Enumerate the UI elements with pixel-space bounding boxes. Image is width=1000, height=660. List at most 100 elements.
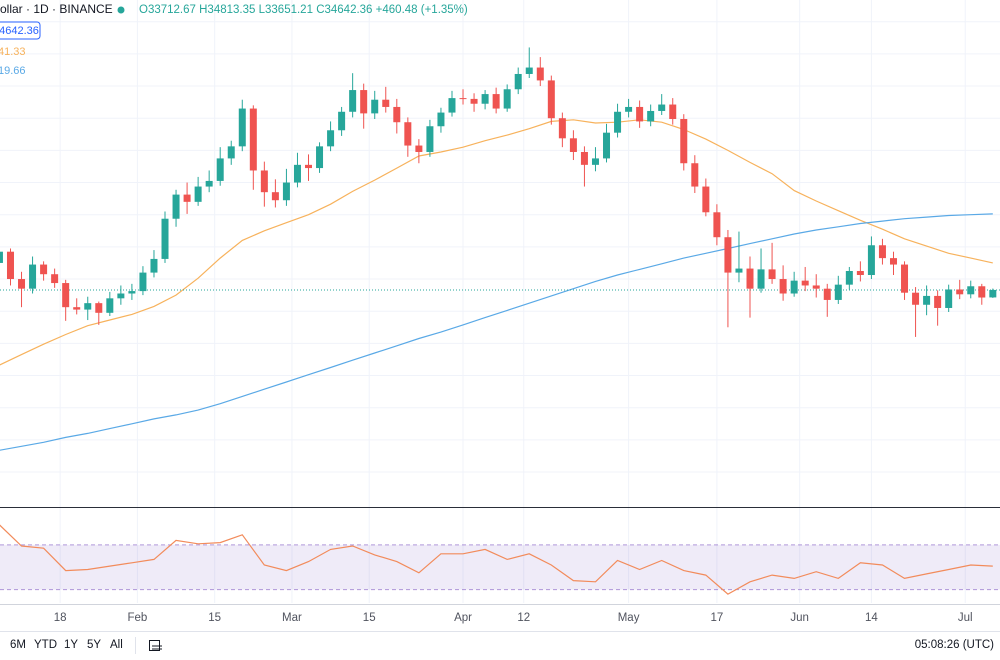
- candle-body: [0, 251, 3, 263]
- candle-body: [271, 192, 279, 201]
- candle-body: [194, 186, 202, 202]
- x-tick-label: Mar: [282, 612, 302, 624]
- candle-body: [371, 99, 379, 114]
- moving-average: [0, 213, 993, 451]
- range-button[interactable]: All: [110, 639, 123, 651]
- candle-body: [845, 270, 853, 285]
- candle-body: [150, 258, 158, 273]
- candle-body: [205, 180, 213, 187]
- ohlc-high: H34813.35: [199, 4, 255, 16]
- ohlc-low: L33651.21: [259, 4, 313, 16]
- price-tag: [0, 21, 41, 40]
- candle-body: [95, 303, 103, 313]
- candle-body: [680, 119, 688, 164]
- symbol-title: ollar · 1D · BINANCE: [0, 2, 113, 16]
- x-tick-label: Jul: [958, 612, 973, 624]
- candle-body: [282, 182, 290, 201]
- candle-body: [492, 94, 500, 109]
- ohlc-change: +460.48 (+1.35%): [376, 4, 468, 16]
- candle-body: [426, 126, 434, 152]
- range-button[interactable]: 5Y: [87, 639, 101, 651]
- candle-body: [746, 268, 754, 289]
- candle-body: [614, 111, 622, 133]
- candle-body: [658, 104, 666, 111]
- candle-body: [382, 99, 390, 107]
- range-button[interactable]: YTD: [34, 639, 57, 651]
- price-tag-label: 34642.36: [0, 25, 39, 37]
- range-button[interactable]: 1Y: [64, 639, 78, 651]
- candle-body: [448, 98, 456, 113]
- candle-body: [459, 98, 467, 100]
- candle-body: [569, 138, 577, 152]
- candle-body: [249, 108, 257, 171]
- candle-body: [989, 289, 997, 298]
- candle-body: [923, 295, 931, 305]
- candle-body: [470, 98, 478, 104]
- ma-legend: 19.66: [0, 65, 26, 77]
- candle-body: [558, 118, 566, 139]
- candle-body: [415, 145, 423, 152]
- candle-body: [62, 283, 70, 308]
- candle-body: [327, 130, 335, 147]
- x-tick-label: May: [618, 612, 640, 624]
- compare-icon[interactable]: [149, 640, 163, 651]
- candle-body: [580, 151, 588, 165]
- candle-body: [702, 186, 710, 213]
- candle-body: [84, 303, 92, 310]
- x-tick-label: Feb: [128, 612, 148, 624]
- candle-body: [801, 280, 809, 286]
- candle-body: [304, 164, 312, 169]
- candle-body: [183, 194, 191, 202]
- candle-body: [503, 89, 511, 109]
- candle-body: [536, 67, 544, 81]
- candle-body: [823, 288, 831, 300]
- candle-body: [901, 264, 909, 293]
- candle-body: [360, 90, 368, 114]
- candle-body: [117, 293, 125, 299]
- candle-body: [6, 251, 14, 280]
- candle-body: [856, 270, 864, 276]
- x-tick-label: Apr: [454, 612, 472, 624]
- candle-body: [956, 289, 964, 295]
- candle-body: [834, 284, 842, 300]
- x-tick-label: Jun: [790, 612, 809, 624]
- candle-body: [481, 94, 489, 104]
- clock: 05:08:26 (UTC): [915, 639, 994, 651]
- x-tick-label: 17: [710, 612, 723, 624]
- candle-body: [669, 104, 677, 120]
- candle-body: [437, 112, 445, 127]
- candle-body: [18, 279, 26, 289]
- candle-body: [812, 285, 820, 289]
- range-button[interactable]: 6M: [10, 639, 26, 651]
- candle-body: [161, 218, 169, 259]
- candle-body: [757, 269, 765, 289]
- candle-body: [238, 108, 246, 147]
- candle-body: [790, 280, 798, 294]
- candle-body: [216, 158, 224, 181]
- candle-body: [945, 289, 953, 308]
- candle-body: [591, 158, 599, 165]
- candle-body: [967, 286, 975, 295]
- candle-body: [338, 111, 346, 131]
- candle-body: [625, 106, 633, 112]
- x-tick-label: 14: [865, 612, 878, 624]
- candle-body: [934, 295, 942, 308]
- candle-body: [128, 291, 136, 294]
- candle-body: [735, 268, 743, 273]
- candle-body: [878, 245, 886, 259]
- moving-average: [0, 119, 993, 366]
- candle-body: [889, 258, 897, 265]
- x-tick-label: 15: [208, 612, 221, 624]
- rsi-band: [0, 544, 1000, 590]
- ma-legend: 41.33: [0, 46, 26, 58]
- candle-body: [867, 245, 875, 276]
- panes: [0, 47, 1000, 595]
- candle-body: [647, 110, 655, 122]
- candle-body: [260, 170, 268, 193]
- candle-body: [525, 67, 533, 74]
- candle-body: [514, 73, 522, 90]
- candle-body: [404, 122, 412, 146]
